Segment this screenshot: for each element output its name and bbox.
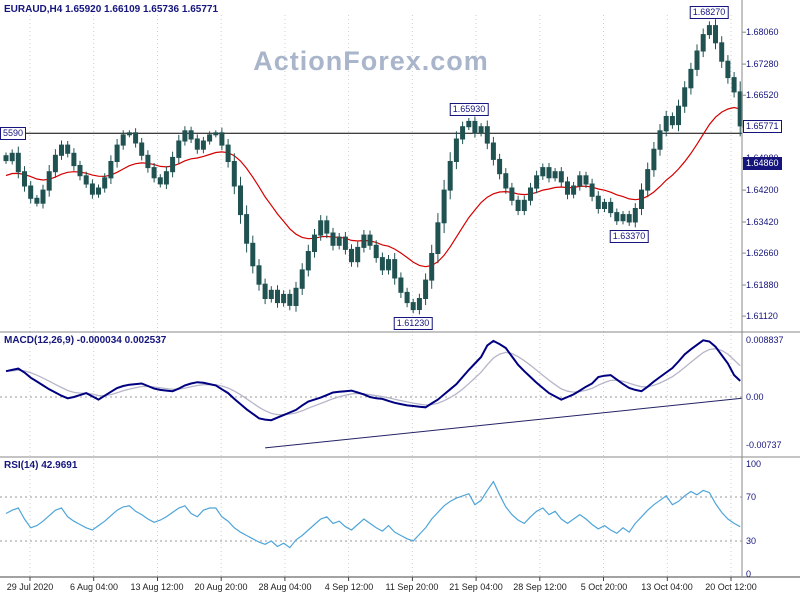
macd-line — [5, 339, 741, 422]
price-tick: 1.66520 — [746, 90, 779, 100]
date-label: 6 Aug 04:00 — [69, 582, 119, 592]
date-label: 28 Sep 12:00 — [513, 582, 567, 592]
date-label: 5 Oct 20:00 — [580, 582, 628, 592]
rsi-tick: 70 — [746, 492, 757, 502]
rsi-tick: 100 — [746, 459, 762, 469]
macd-tick: 0.00 — [746, 392, 764, 402]
date-label: 4 Sep 12:00 — [324, 582, 374, 592]
price-tick: 1.63420 — [746, 217, 779, 227]
rsi-title: RSI(14) 42.9691 — [4, 460, 78, 471]
price-tick: 1.67280 — [746, 59, 779, 69]
price-annotation: 1.65930 — [449, 103, 489, 116]
symbol-title: EURAUD,H4 1.65920 1.66109 1.65736 1.6577… — [4, 4, 219, 15]
moving-average-line — [5, 106, 741, 268]
price-annotation: 1.61230 — [393, 317, 433, 330]
macd-title: MACD(12,26,9) -0.000034 0.002537 — [4, 335, 167, 346]
price-tick: 1.61880 — [746, 280, 779, 290]
candles — [3, 19, 743, 315]
macd-signal-line — [5, 348, 741, 416]
price-annotation: 1.68270 — [689, 6, 729, 19]
macd-tick: -0.00737 — [746, 440, 782, 450]
date-label: 13 Aug 12:00 — [130, 582, 184, 592]
date-label: 29 Jul 2020 — [6, 582, 54, 592]
rsi-line — [5, 480, 741, 549]
price-annotation: 1.63370 — [609, 230, 649, 243]
frame — [0, 0, 800, 581]
rsi-tick: 0 — [746, 569, 752, 579]
price-tick: 1.68060 — [746, 27, 779, 37]
price-tick: 1.64200 — [746, 185, 779, 195]
left-level-label: 5590 — [0, 127, 27, 140]
price-tick: 1.61120 — [746, 311, 778, 321]
date-label: 21 Sep 04:00 — [449, 582, 503, 592]
date-label: 20 Oct 12:00 — [705, 582, 757, 592]
rsi-tick: 30 — [746, 536, 757, 546]
date-label: 20 Aug 20:00 — [194, 582, 248, 592]
macd-trendline — [265, 397, 743, 449]
date-label: 28 Aug 04:00 — [258, 582, 312, 592]
marked-price-label: 1.64860 — [743, 157, 782, 170]
date-label: 11 Sep 20:00 — [385, 582, 439, 592]
price-tick: 1.62660 — [746, 248, 779, 258]
gridlines — [0, 15, 742, 577]
current-price-label: 1.65771 — [743, 120, 782, 133]
watermark: ActionForex.com — [253, 46, 489, 76]
macd-tick: 0.008837 — [746, 335, 784, 345]
date-label: 13 Oct 04:00 — [641, 582, 693, 592]
